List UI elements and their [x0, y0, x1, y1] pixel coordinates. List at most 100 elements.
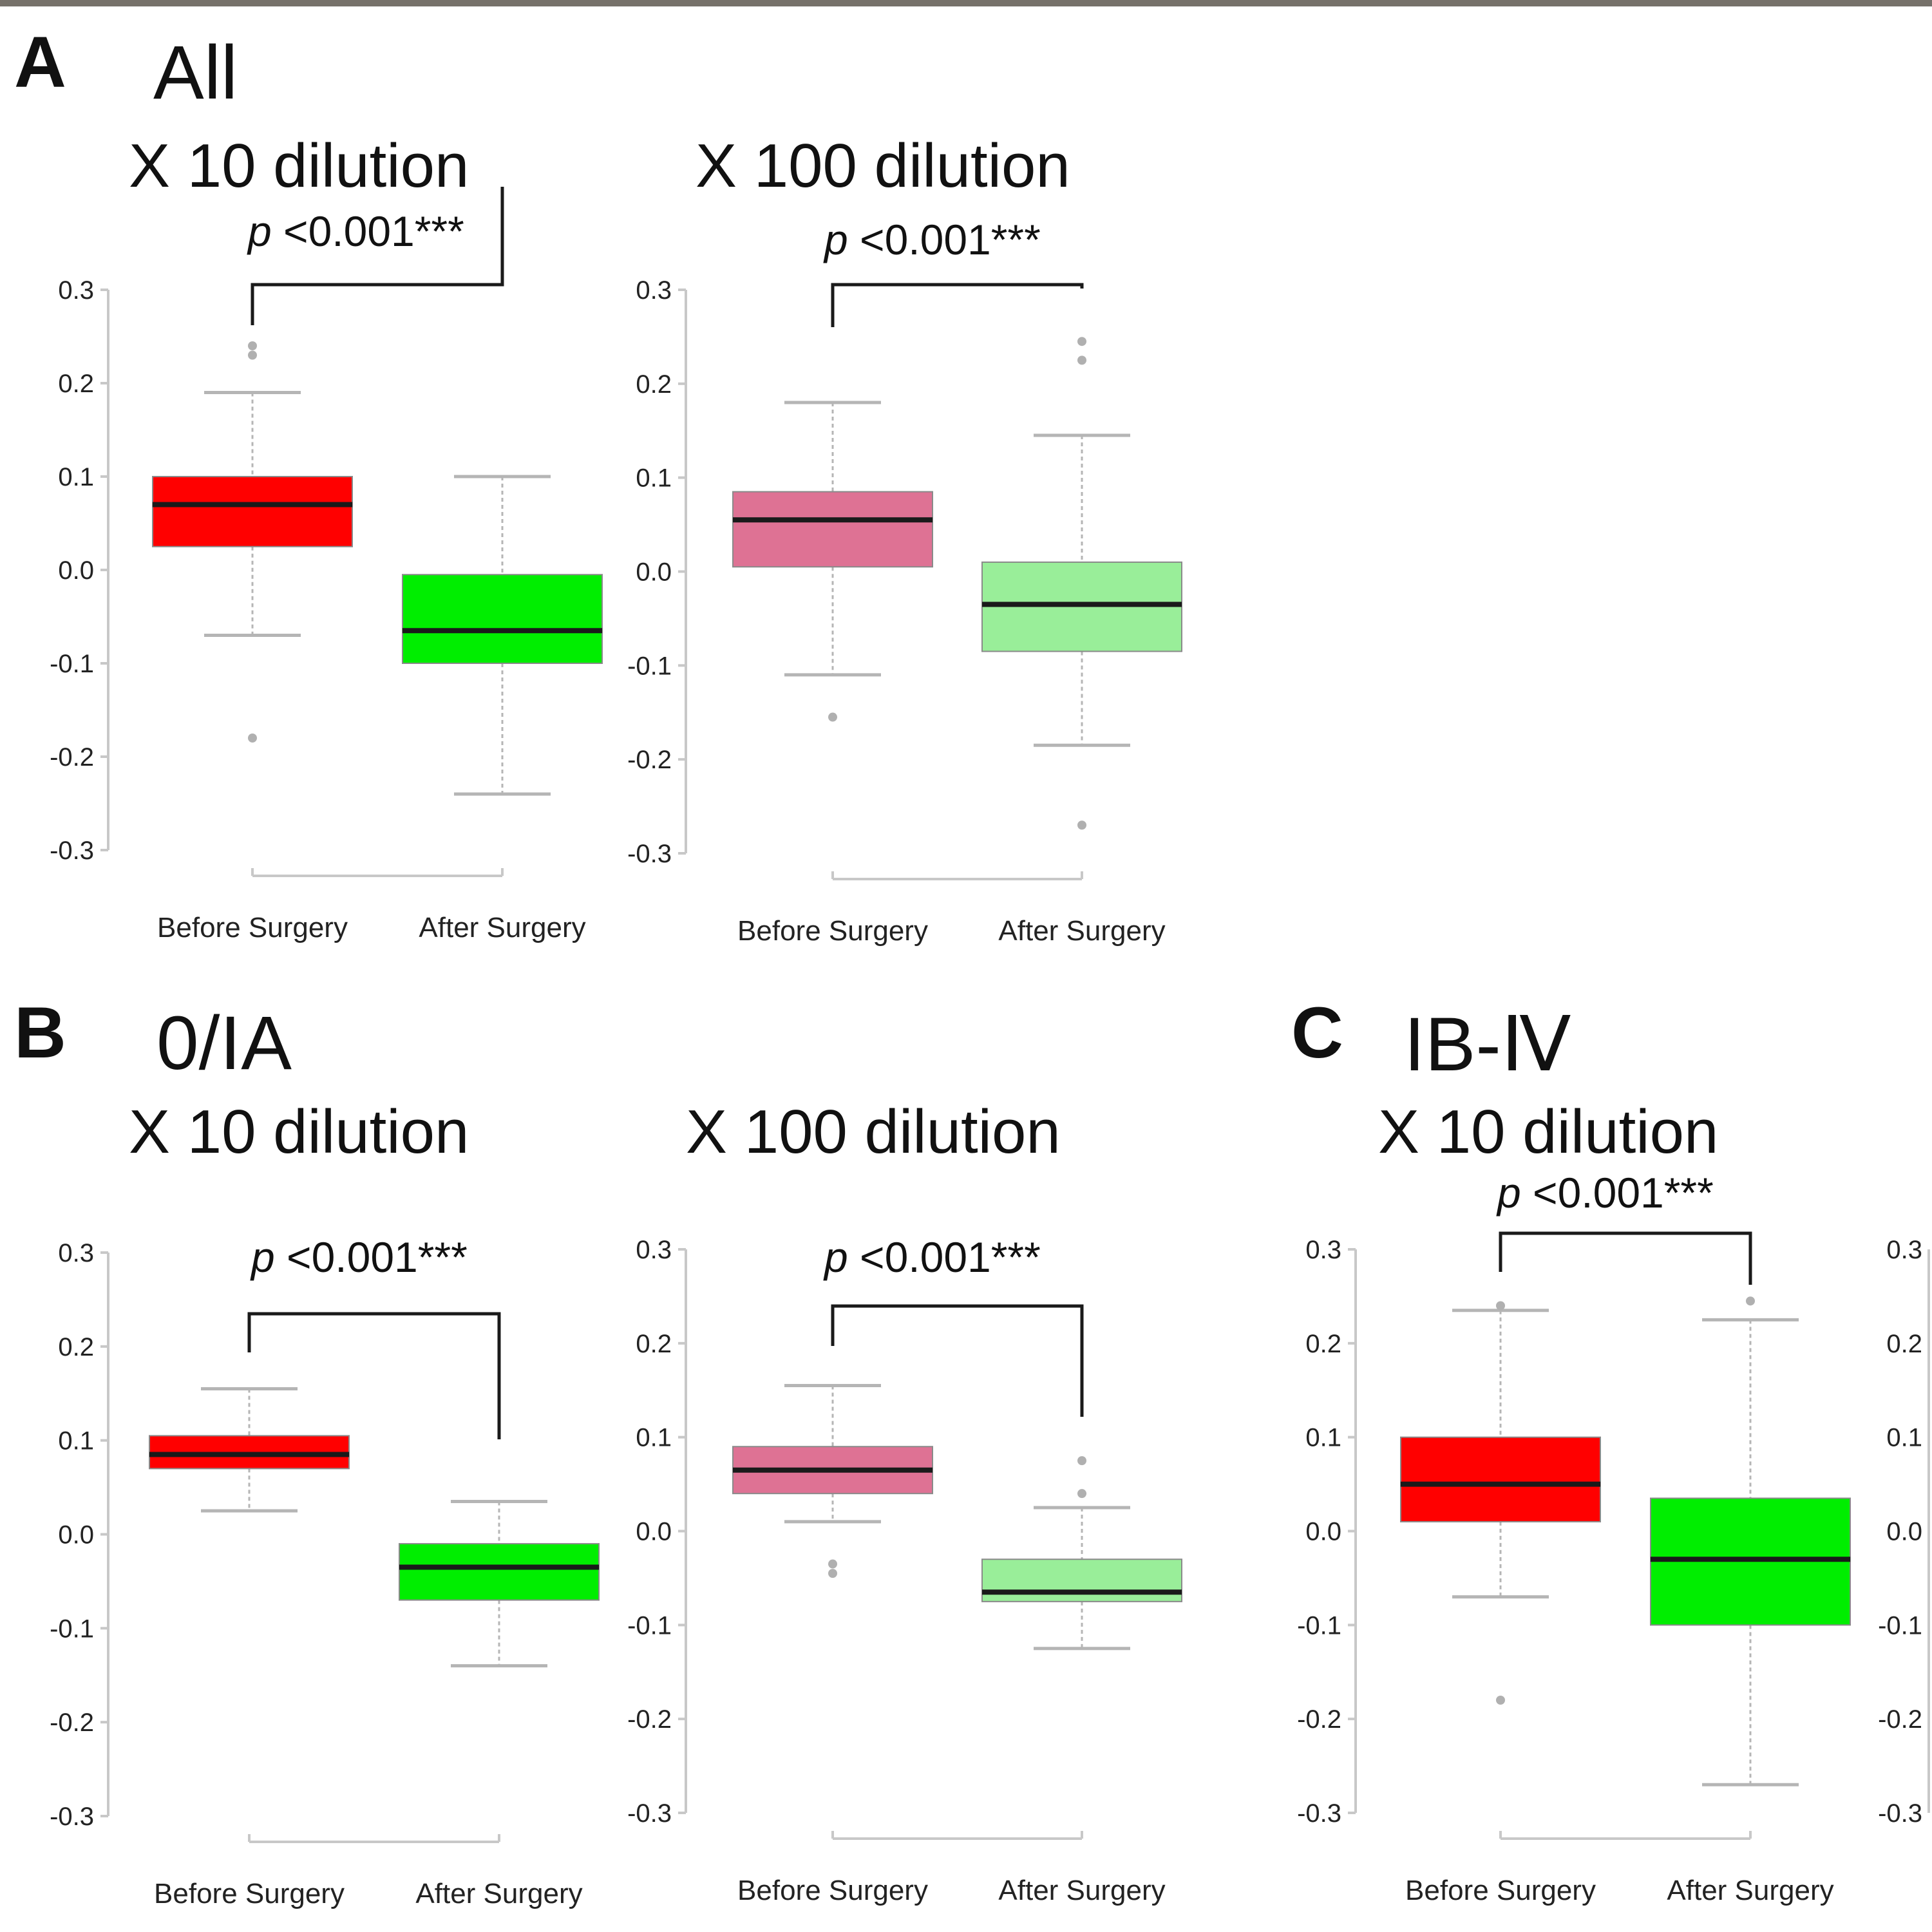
y-tick-label: 0.3 [1305, 1236, 1341, 1264]
y-tick-label: 0.2 [58, 370, 94, 398]
y-tick-label: -0.2 [627, 1705, 672, 1734]
boxplot-panel-c-x10: 0.3 0.2 0.1 0.0 -0.1 -0.2 -0.3 Before Surgery Af… [1297, 1169, 1851, 1906]
y-tick-label: -0.1 [50, 1615, 94, 1643]
significance-bracket [831, 283, 1084, 327]
y-tick-label: 0.0 [636, 558, 672, 587]
y-tick-label: 0.1 [58, 463, 94, 491]
x-category-label: Before Surgery [737, 1875, 928, 1906]
y-tick-label: -0.2 [50, 743, 94, 772]
p-symbol: p [823, 216, 860, 263]
y-tick-label: 0.2 [1305, 1330, 1341, 1358]
partial-y-tick-label: -0.3 [1878, 1799, 1922, 1828]
p-value-annotation: p <0.001*** [250, 1233, 468, 1281]
y-tick-label: 0.1 [58, 1427, 94, 1455]
box-iqr [1400, 1436, 1601, 1522]
box-iqr [732, 491, 933, 568]
x-category-label: After Surgery [1667, 1875, 1833, 1906]
significance-bracket [251, 187, 504, 325]
y-tick-label: -0.2 [50, 1709, 94, 1737]
y-tick-label: -0.1 [1297, 1611, 1341, 1640]
group-title-0-ia: 0/IA [156, 1001, 292, 1086]
boxplot-panel-b-x100: 0.3 0.2 0.1 0.0 -0.1 -0.2 -0.3 Before Surgery Af… [627, 1233, 1182, 1906]
outlier-point [828, 1559, 837, 1569]
x-category-label: After Surgery [419, 912, 585, 943]
group-title-ib-iv: IB-Ⅳ [1404, 1002, 1571, 1087]
panel-title-c-x10: X 10 dilution [1378, 1097, 1718, 1166]
p-value-annotation: p <0.001*** [247, 207, 464, 255]
outlier-point [248, 350, 257, 360]
y-tick-label: 0.2 [636, 1330, 672, 1358]
box-iqr [981, 1558, 1182, 1602]
group-label-c: C [1291, 992, 1343, 1073]
outlier-point [248, 734, 257, 743]
x-category-label: Before Surgery [154, 1878, 345, 1909]
y-tick-label: 0.0 [58, 1521, 94, 1549]
p-value-annotation: p <0.001*** [1496, 1169, 1714, 1217]
panel-title-b-x10: X 10 dilution [129, 1097, 469, 1166]
partial-y-tick-label: -0.2 [1878, 1705, 1922, 1734]
y-tick-label: -0.2 [1297, 1705, 1341, 1734]
y-tick-label: 0.0 [636, 1518, 672, 1546]
boxplot-panel-b-x10: 0.3 0.2 0.1 0.0 -0.1 -0.2 -0.3 Before Surgery Af… [50, 1233, 600, 1909]
y-tick-label: 0.2 [58, 1333, 94, 1361]
significance-bracket [247, 1312, 501, 1439]
partial-y-tick-label: 0.2 [1886, 1330, 1922, 1358]
y-tick-label: 0.3 [636, 1236, 672, 1264]
x-category-label: After Surgery [998, 1875, 1165, 1906]
outlier-point [1746, 1296, 1755, 1306]
y-tick-label: 0.2 [636, 370, 672, 399]
y-tick-label: 0.3 [58, 1239, 94, 1267]
p-value-annotation: p <0.001*** [823, 1233, 1041, 1281]
y-tick-label: 0.3 [636, 276, 672, 305]
partial-y-tick-label: 0.0 [1886, 1518, 1922, 1546]
outlier-point [1496, 1301, 1505, 1311]
y-tick-label: -0.1 [50, 650, 94, 678]
outlier-point [1077, 1456, 1086, 1466]
outlier-point [828, 1569, 837, 1578]
y-tick-label: -0.1 [627, 1611, 672, 1640]
y-tick-label: 0.1 [636, 464, 672, 493]
boxplot-panel-a-x10: 0.3 0.2 0.1 0.0 -0.1 -0.2 -0.3 Before Surgery Af… [50, 187, 603, 943]
outlier-point [1077, 1489, 1086, 1499]
top-border [0, 0, 1932, 6]
x-category-label: After Surgery [415, 1878, 582, 1909]
group-label-a: A [14, 22, 66, 102]
panel-title-a-x10: X 10 dilution [129, 131, 469, 200]
outlier-point [1496, 1696, 1505, 1705]
p-value-text: <0.001*** [1533, 1169, 1714, 1217]
y-tick-label: -0.3 [627, 1799, 672, 1828]
y-tick-label: 0.1 [636, 1424, 672, 1452]
p-symbol: p [823, 1233, 860, 1281]
outlier-point [248, 341, 257, 350]
significance-bracket [831, 1304, 1084, 1417]
p-symbol: p [247, 207, 283, 255]
y-tick-label: -0.3 [50, 837, 94, 865]
outlier-point [1077, 337, 1086, 346]
x-category-label: Before Surgery [157, 912, 348, 943]
y-tick-label: -0.3 [627, 840, 672, 868]
p-value-annotation: p <0.001*** [823, 216, 1041, 263]
box-iqr [402, 574, 603, 664]
y-tick-label: 0.3 [58, 276, 94, 305]
y-tick-label: -0.1 [627, 652, 672, 680]
outlier-point [1077, 355, 1086, 365]
x-category-label: After Surgery [998, 915, 1165, 947]
p-value-text: <0.001*** [287, 1233, 468, 1281]
p-value-text: <0.001*** [283, 207, 464, 255]
y-tick-label: -0.3 [1297, 1799, 1341, 1828]
boxplot-panel-partial-edge: 0.3 0.2 0.1 0.0 -0.1 -0.2 -0.3 [1878, 1236, 1930, 1828]
significance-bracket [1499, 1231, 1752, 1285]
x-category-label: Before Surgery [737, 915, 928, 947]
partial-y-tick-label: -0.1 [1878, 1611, 1922, 1640]
panel-title-b-x100: X 100 dilution [686, 1097, 1061, 1166]
group-title-all: All [153, 30, 238, 115]
partial-y-tick-label: 0.1 [1886, 1424, 1922, 1452]
y-tick-label: -0.3 [50, 1803, 94, 1831]
x-category-label: Before Surgery [1405, 1875, 1596, 1906]
partial-y-tick-label: 0.3 [1886, 1236, 1922, 1264]
y-tick-label: 0.1 [1305, 1424, 1341, 1452]
outlier-point [828, 712, 837, 722]
p-symbol: p [1496, 1169, 1533, 1217]
y-tick-label: 0.0 [1305, 1518, 1341, 1546]
